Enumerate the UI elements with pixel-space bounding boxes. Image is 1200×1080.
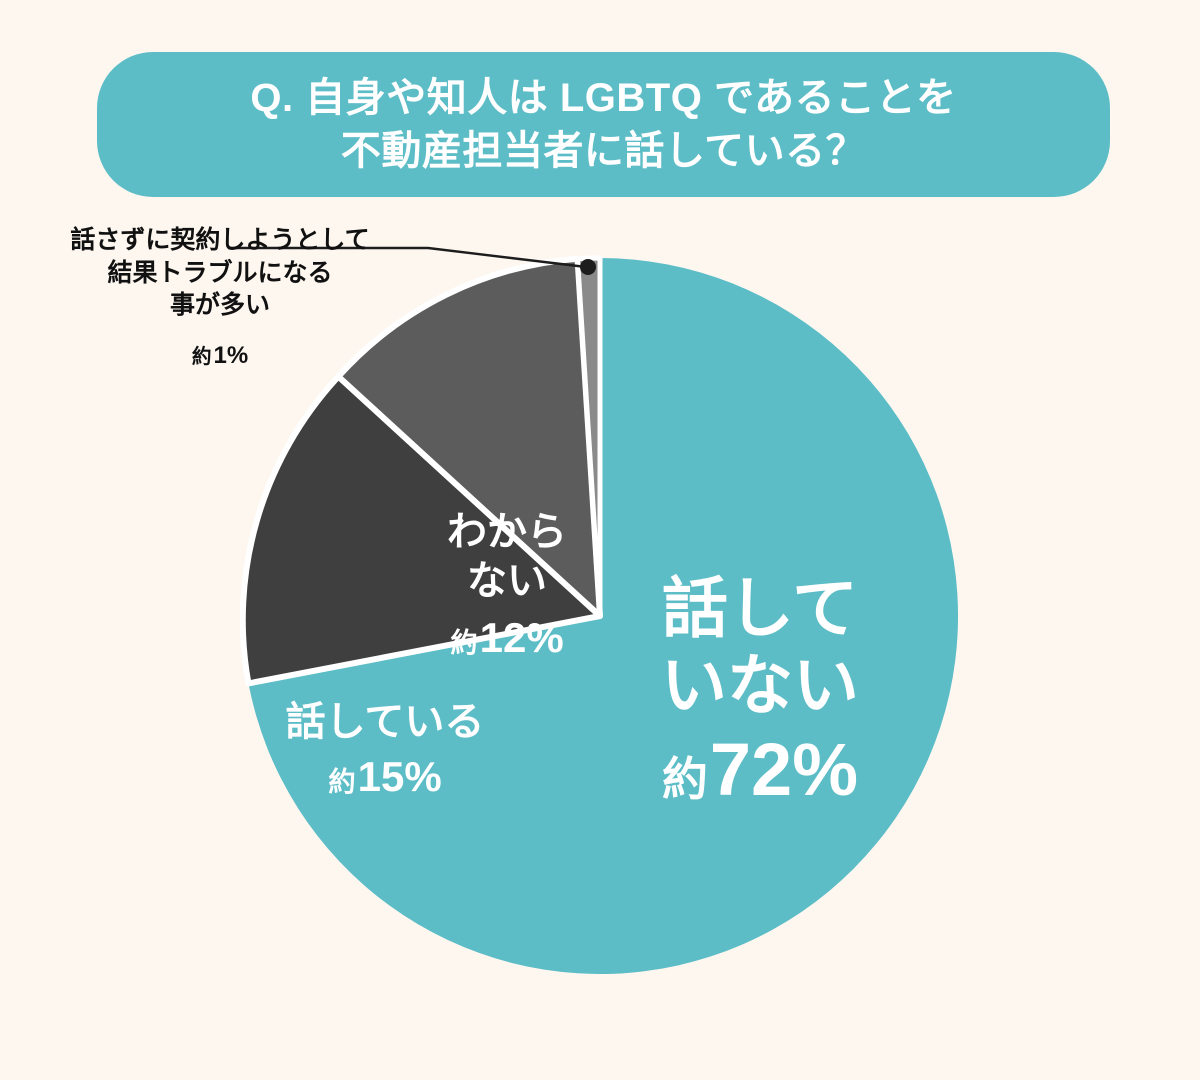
chart-title-banner: Q. 自身や知人は LGBTQ であることを 不動産担当者に話している？: [97, 52, 1110, 197]
page-title: Q. 自身や知人は LGBTQ であることを 不動産担当者に話している？: [250, 75, 957, 173]
callout-leader-line: [228, 246, 587, 269]
callout-leader-dot: [580, 259, 596, 275]
pie-slice-hanashiteiru[interactable]: [239, 373, 603, 687]
pie-slice-hanashiteinai[interactable]: [248, 258, 959, 974]
callout-label-trouble-value: 約1%: [20, 340, 420, 370]
pie-slice-trouble[interactable]: [575, 255, 603, 619]
callout-label-trouble: 話さずに契約しようとして 結果トラブルになる 事が多い 約1%: [20, 224, 420, 370]
callout-percent-value: 1%: [213, 341, 249, 369]
callout-label-trouble-name: 話さずに契約しようとして 結果トラブルになる 事が多い: [70, 226, 370, 319]
pie-slice-wakaranai[interactable]: [335, 255, 603, 619]
chart-stage: 話さずに契約しようとして 結果トラブルになる 事が多い 約1% 話して いない …: [0, 200, 1200, 1080]
pie-svg: [228, 246, 959, 974]
callout-approx-prefix: 約: [191, 345, 212, 368]
